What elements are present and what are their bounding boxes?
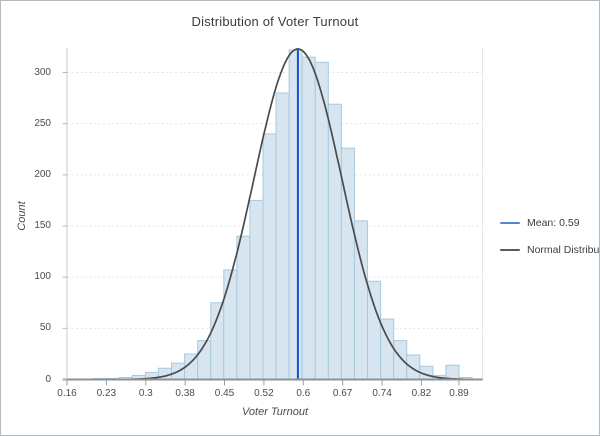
y-tick-label: 200 xyxy=(34,168,51,180)
chart-title: Distribution of Voter Turnout xyxy=(191,14,359,29)
histogram-bar xyxy=(210,302,225,380)
y-tick-label: 300 xyxy=(34,66,51,78)
x-tick-label: 0.6 xyxy=(296,388,311,399)
histogram-bar xyxy=(275,92,290,380)
x-tick-label: 0.74 xyxy=(372,388,392,399)
x-tick-label: 0.89 xyxy=(449,388,469,399)
histogram-bar xyxy=(223,269,238,380)
histogram-bar xyxy=(249,199,264,380)
x-axis-label: Voter Turnout xyxy=(241,406,309,418)
histogram-bar xyxy=(262,133,277,380)
x-tick-label: 0.67 xyxy=(332,388,353,399)
normal-curve-swatch xyxy=(500,249,520,251)
legend-item-normal-distribution: Normal Distribution xyxy=(500,243,600,257)
legend-item-mean: Mean: 0.59 xyxy=(500,216,599,230)
histogram-bar xyxy=(236,235,251,380)
x-tick-label: 0.45 xyxy=(214,388,235,399)
x-tick-label: 0.3 xyxy=(138,388,153,399)
x-tick-label: 0.16 xyxy=(57,388,77,399)
x-tick-label: 0.82 xyxy=(411,388,432,399)
y-tick-label: 50 xyxy=(39,322,51,334)
histogram-bar xyxy=(406,354,421,380)
y-tick-label: 100 xyxy=(34,271,51,283)
x-tick-label: 0.52 xyxy=(254,388,274,399)
histogram-bar xyxy=(393,340,408,380)
y-axis-label: Count xyxy=(16,201,28,231)
histogram-bar xyxy=(301,56,316,381)
legend-label-mean: Mean: 0.59 xyxy=(527,217,580,229)
x-tick-label: 0.38 xyxy=(175,388,195,399)
legend: Mean: 0.59 Normal Distribution xyxy=(500,216,600,270)
y-tick-label: 250 xyxy=(34,117,51,129)
mean-line-swatch xyxy=(500,222,520,224)
x-tick-label: 0.23 xyxy=(96,388,117,399)
histogram-bar xyxy=(288,49,303,380)
y-tick-label: 150 xyxy=(34,220,51,231)
y-tick-label: 0 xyxy=(45,373,51,385)
histogram-bar xyxy=(367,280,382,381)
legend-label-normal-distribution: Normal Distribution xyxy=(527,244,600,256)
histogram-bar xyxy=(445,364,460,380)
